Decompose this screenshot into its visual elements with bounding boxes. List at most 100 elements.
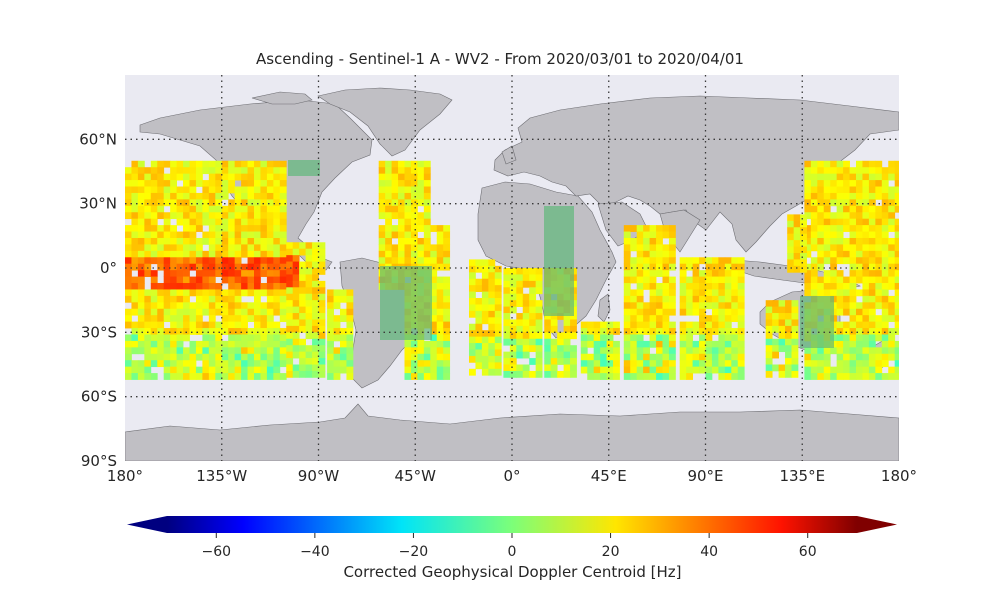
data-cell [623, 231, 631, 239]
data-cell [333, 360, 341, 368]
data-cell [266, 347, 274, 355]
data-cell [385, 225, 392, 232]
data-cell [888, 205, 896, 213]
data-cell [144, 218, 152, 226]
data-cell [613, 340, 620, 348]
data-cell [699, 270, 706, 277]
data-cell [163, 308, 171, 316]
data-cell [623, 360, 631, 368]
data-cell [830, 192, 838, 200]
data-cell [630, 276, 638, 284]
data-cell [668, 302, 676, 310]
data-cell [862, 173, 870, 181]
data-cell [600, 328, 607, 335]
data-cell [423, 167, 431, 175]
data-cell [509, 370, 517, 378]
data-cell [668, 308, 676, 316]
data-cell [163, 360, 171, 368]
data-cell [404, 218, 412, 226]
data-cell [817, 353, 825, 361]
data-cell [737, 328, 745, 335]
data-cell [266, 205, 274, 213]
data-cell [183, 160, 190, 168]
data-cell [215, 218, 223, 226]
data-cell [836, 250, 844, 258]
data-cell [273, 263, 281, 271]
data-cell [228, 366, 236, 374]
data-cell [705, 347, 713, 355]
data-cell [856, 270, 863, 277]
data-cell [791, 351, 799, 359]
data-cell [804, 347, 812, 355]
data-cell [260, 186, 268, 194]
data-cell [875, 295, 883, 303]
data-cell [849, 315, 857, 323]
data-cell [170, 225, 177, 232]
data-cell [125, 360, 132, 368]
data-cell [305, 325, 313, 333]
data-cell [183, 353, 190, 361]
data-cell [189, 250, 197, 258]
data-cell [836, 328, 844, 335]
data-cell [410, 160, 418, 168]
data-cell [649, 353, 657, 361]
data-cell [724, 366, 732, 374]
data-cell [163, 328, 171, 335]
data-cell [731, 366, 739, 374]
data-cell [868, 205, 876, 213]
colorbar: −60 −40 −20 0 20 40 60 [127, 516, 897, 560]
data-cell [144, 186, 152, 194]
data-cell [340, 347, 347, 355]
data-cell [221, 173, 229, 181]
data-cell [150, 289, 158, 297]
data-cell [266, 244, 274, 252]
data-cell [875, 289, 883, 297]
data-cell [817, 186, 825, 194]
data-cell [170, 373, 177, 380]
data-cell [195, 373, 203, 380]
data-cell [849, 173, 857, 181]
data-cell [679, 373, 687, 380]
data-cell [131, 276, 139, 284]
data-cell [686, 340, 693, 348]
data-cell [417, 186, 425, 194]
data-cell [718, 295, 726, 303]
data-cell [125, 173, 132, 181]
data-cell [398, 231, 405, 239]
data-cell [241, 244, 248, 252]
data-cell [163, 366, 171, 374]
data-cell [247, 250, 255, 258]
data-cell [436, 244, 444, 252]
data-cell [881, 173, 889, 181]
data-cell [881, 250, 889, 258]
data-cell [234, 244, 242, 252]
data-cell [279, 160, 287, 168]
data-cell [668, 366, 676, 374]
data-cell [202, 308, 210, 316]
data-cell [868, 186, 876, 194]
data-cell [772, 364, 779, 372]
data-cell [481, 368, 489, 376]
data-cell [843, 257, 850, 265]
data-cell [398, 237, 405, 245]
data-cell [195, 328, 203, 335]
data-cell [266, 334, 274, 342]
data-cell [823, 270, 831, 277]
data-cell [215, 321, 223, 329]
data-cell [668, 276, 676, 284]
data-cell [150, 321, 158, 329]
data-cell [830, 270, 838, 277]
data-cell [391, 257, 399, 265]
data-cell [522, 293, 530, 301]
data-cell [636, 347, 644, 355]
data-cell [378, 244, 386, 252]
data-cell [692, 321, 700, 329]
data-cell [488, 362, 496, 370]
data-cell [481, 310, 489, 318]
data-cell [385, 192, 392, 200]
data-cell [643, 225, 650, 232]
data-cell [623, 263, 631, 271]
data-cell [836, 373, 844, 380]
data-cell [163, 289, 171, 297]
data-cell [157, 289, 165, 297]
